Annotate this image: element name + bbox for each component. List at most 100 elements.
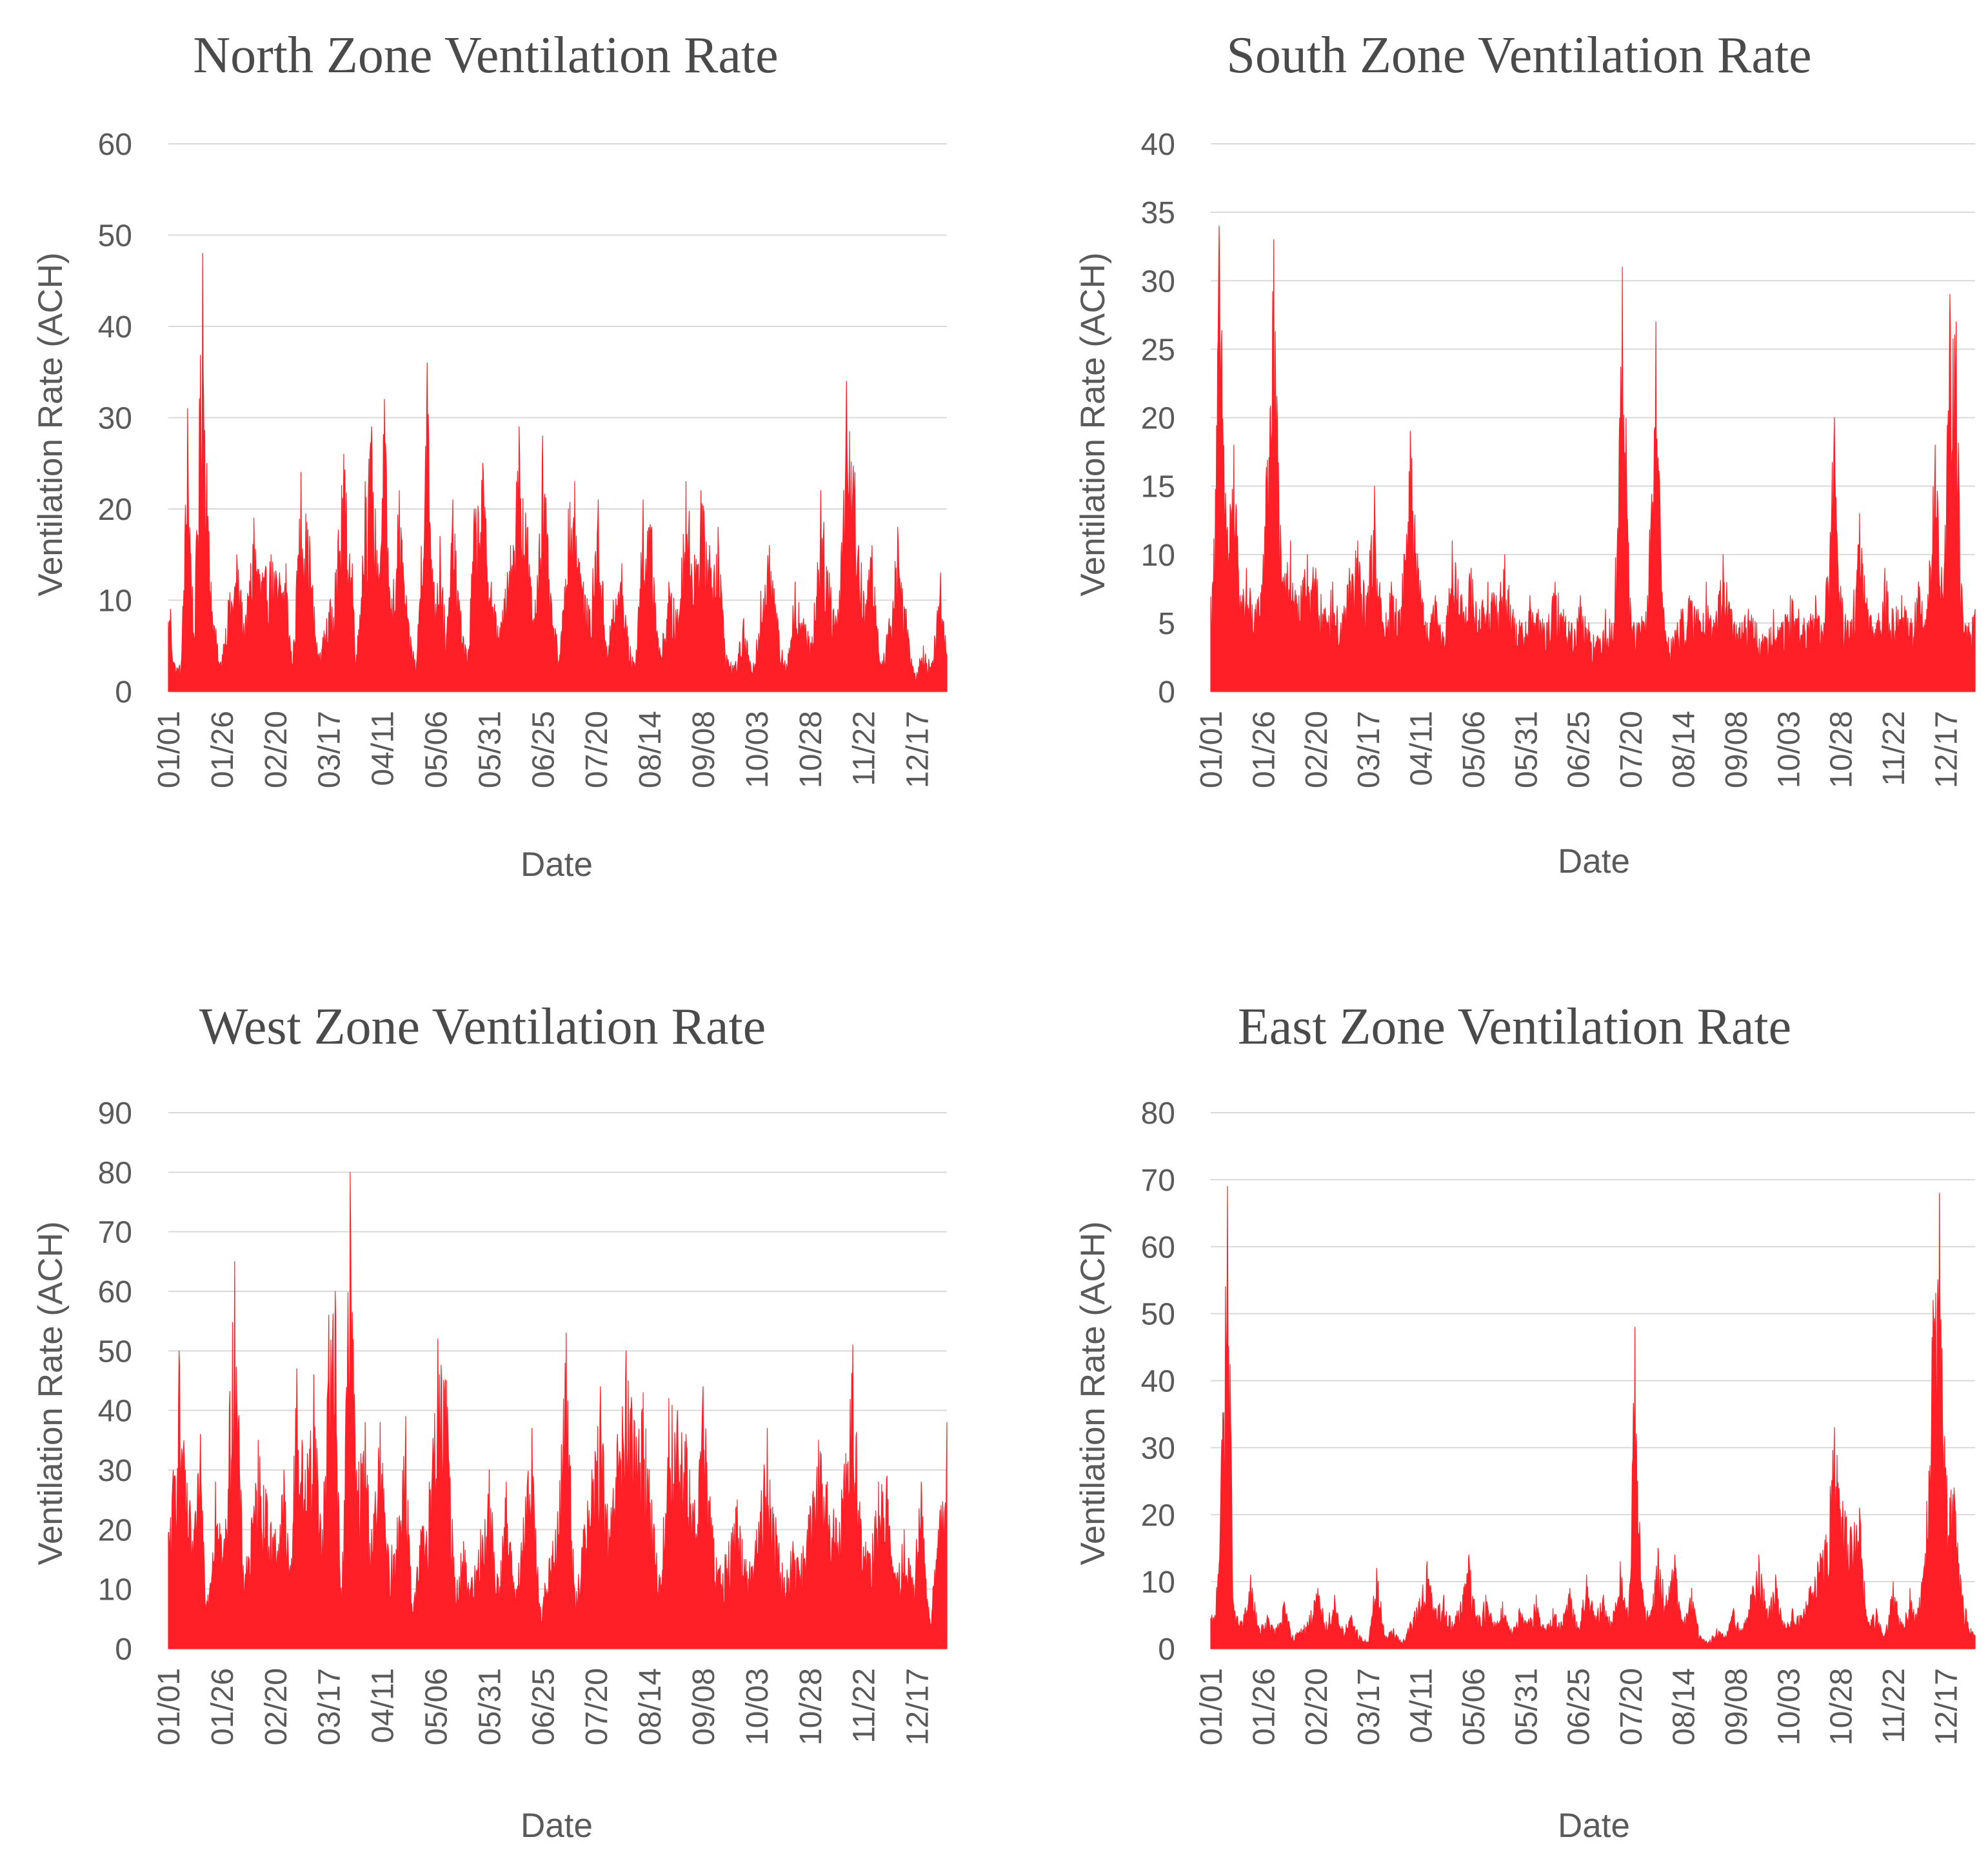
y-tick-label: 20 [1141, 402, 1175, 436]
x-tick-label: 01/01 [152, 711, 186, 788]
chart-panel-west: West Zone Ventilation Rate 0 10 20 30 40 50 60… [32, 998, 948, 1845]
x-tick-label: 01/01 [1195, 711, 1229, 788]
y-tick-label: 10 [1141, 539, 1175, 573]
x-tick-label: 07/20 [1615, 711, 1649, 788]
x-tick-label: 08/14 [1667, 1668, 1701, 1745]
x-tick-label: 10/28 [794, 711, 828, 788]
x-tick-label: 12/17 [1929, 1668, 1963, 1745]
y-tick-labels: 0 5 10 15 20 25 30 35 40 [1141, 128, 1175, 710]
x-tick-label: 10/03 [1772, 1668, 1806, 1745]
x-tick-label: 11/22 [848, 711, 882, 786]
y-tick-label: 70 [1141, 1164, 1175, 1198]
y-tick-label: 20 [98, 1513, 132, 1547]
x-tick-label: 08/14 [633, 711, 668, 788]
y-tick-labels: 0 10 20 30 40 50 60 70 80 [1141, 1097, 1175, 1667]
x-tick-label: 02/20 [1300, 1668, 1334, 1745]
x-tick-label: 02/20 [1300, 711, 1334, 788]
x-tick-label: 12/17 [901, 711, 935, 788]
area-series [168, 1171, 948, 1649]
x-tick-label: 09/08 [687, 711, 721, 788]
x-tick-label: 06/25 [1562, 711, 1596, 788]
y-tick-label: 25 [1141, 333, 1175, 367]
x-axis-label: Date [1558, 1807, 1630, 1845]
x-tick-label: 01/26 [1247, 711, 1281, 788]
area-series [1210, 1186, 1976, 1649]
area-series [1210, 225, 1976, 692]
x-tick-label: 06/25 [526, 1668, 561, 1745]
x-tick-label: 12/17 [901, 1668, 935, 1745]
x-tick-label: 05/06 [1457, 1668, 1491, 1745]
y-axis-label: Ventilation Rate (ACH) [32, 252, 70, 596]
x-tick-label: 10/28 [1825, 711, 1859, 788]
x-tick-label: 05/31 [473, 1668, 507, 1745]
x-tick-label: 11/22 [1877, 1668, 1911, 1743]
y-tick-label: 60 [98, 1275, 132, 1309]
x-tick-label: 05/31 [1509, 1668, 1544, 1745]
y-tick-label: 40 [1141, 1365, 1175, 1399]
y-tick-label: 40 [98, 310, 132, 344]
x-tick-label: 10/28 [794, 1668, 828, 1745]
y-tick-label: 15 [1141, 470, 1175, 504]
y-tick-label: 60 [98, 128, 132, 162]
x-tick-label: 01/26 [206, 1668, 240, 1745]
x-tick-label: 05/06 [419, 1668, 453, 1745]
y-tick-label: 30 [98, 402, 132, 436]
x-tick-labels: 01/01 01/26 02/20 03/17 04/11 05/06 05/31 06/25… [152, 711, 935, 788]
x-tick-label: 10/03 [1772, 711, 1806, 788]
x-tick-label: 07/20 [580, 1668, 614, 1745]
area-series [168, 253, 948, 692]
x-tick-label: 08/14 [633, 1668, 668, 1745]
x-tick-label: 01/26 [1247, 1668, 1281, 1745]
x-tick-label: 03/17 [313, 711, 347, 788]
y-tick-label: 0 [115, 675, 132, 710]
x-tick-label: 04/11 [1405, 1668, 1439, 1743]
x-tick-label: 05/31 [473, 711, 507, 788]
y-tick-label: 10 [98, 1573, 132, 1607]
x-tick-label: 02/20 [259, 1668, 293, 1745]
chart-panel-north: North Zone Ventilation Rate 0 10 20 30 40 50 6… [32, 27, 948, 884]
y-tick-label: 50 [98, 1335, 132, 1369]
x-tick-labels: 01/01 01/26 02/20 03/17 04/11 05/06 05/31 06/25… [152, 1668, 935, 1745]
y-tick-label: 60 [1141, 1231, 1175, 1265]
x-axis-label: Date [521, 1807, 593, 1845]
y-tick-label: 10 [98, 584, 132, 619]
x-tick-label: 07/20 [580, 711, 614, 788]
y-gridlines [1211, 143, 1975, 692]
x-tick-label: 01/01 [152, 1668, 186, 1745]
x-tick-label: 06/25 [1562, 1668, 1596, 1745]
y-axis-label: Ventilation Rate (ACH) [1074, 252, 1112, 596]
x-tick-labels: 01/01 01/26 02/20 03/17 04/11 05/06 05/31 06/25… [1195, 711, 1963, 788]
x-tick-label: 12/17 [1929, 711, 1963, 788]
x-tick-label: 05/06 [1457, 711, 1491, 788]
y-tick-label: 20 [98, 493, 132, 527]
y-tick-label: 80 [1141, 1097, 1175, 1131]
y-axis-label: Ventilation Rate (ACH) [1074, 1221, 1112, 1565]
y-tick-label: 70 [98, 1216, 132, 1250]
y-tick-label: 30 [1141, 264, 1175, 299]
chart-title: North Zone Ventilation Rate [193, 27, 778, 84]
x-tick-label: 10/28 [1825, 1668, 1859, 1745]
x-tick-label: 03/17 [313, 1668, 347, 1745]
y-tick-label: 30 [98, 1454, 132, 1488]
y-tick-label: 0 [115, 1633, 132, 1667]
x-axis-label: Date [1558, 842, 1630, 880]
chart-title: South Zone Ventilation Rate [1226, 27, 1811, 84]
y-tick-label: 90 [98, 1097, 132, 1131]
x-tick-label: 09/08 [1720, 1668, 1754, 1745]
y-tick-labels: 0 10 20 30 40 50 60 [98, 128, 132, 710]
x-tick-labels: 01/01 01/26 02/20 03/17 04/11 05/06 05/31 06/25… [1195, 1668, 1963, 1745]
x-tick-label: 09/08 [1720, 711, 1754, 788]
y-tick-label: 35 [1141, 196, 1175, 230]
x-tick-label: 04/11 [366, 711, 401, 786]
x-tick-label: 02/20 [259, 711, 293, 788]
y-tick-label: 80 [98, 1156, 132, 1190]
chart-panel-south: South Zone Ventilation Rate 0 5 10 15 20 25 30… [1074, 27, 1976, 880]
chart-title: East Zone Ventilation Rate [1238, 998, 1791, 1055]
y-tick-label: 5 [1158, 607, 1175, 641]
x-tick-label: 07/20 [1615, 1668, 1649, 1745]
x-tick-label: 01/01 [1195, 1668, 1229, 1745]
x-tick-label: 04/11 [366, 1668, 401, 1743]
y-tick-label: 0 [1158, 1633, 1175, 1667]
y-tick-label: 10 [1141, 1565, 1175, 1600]
